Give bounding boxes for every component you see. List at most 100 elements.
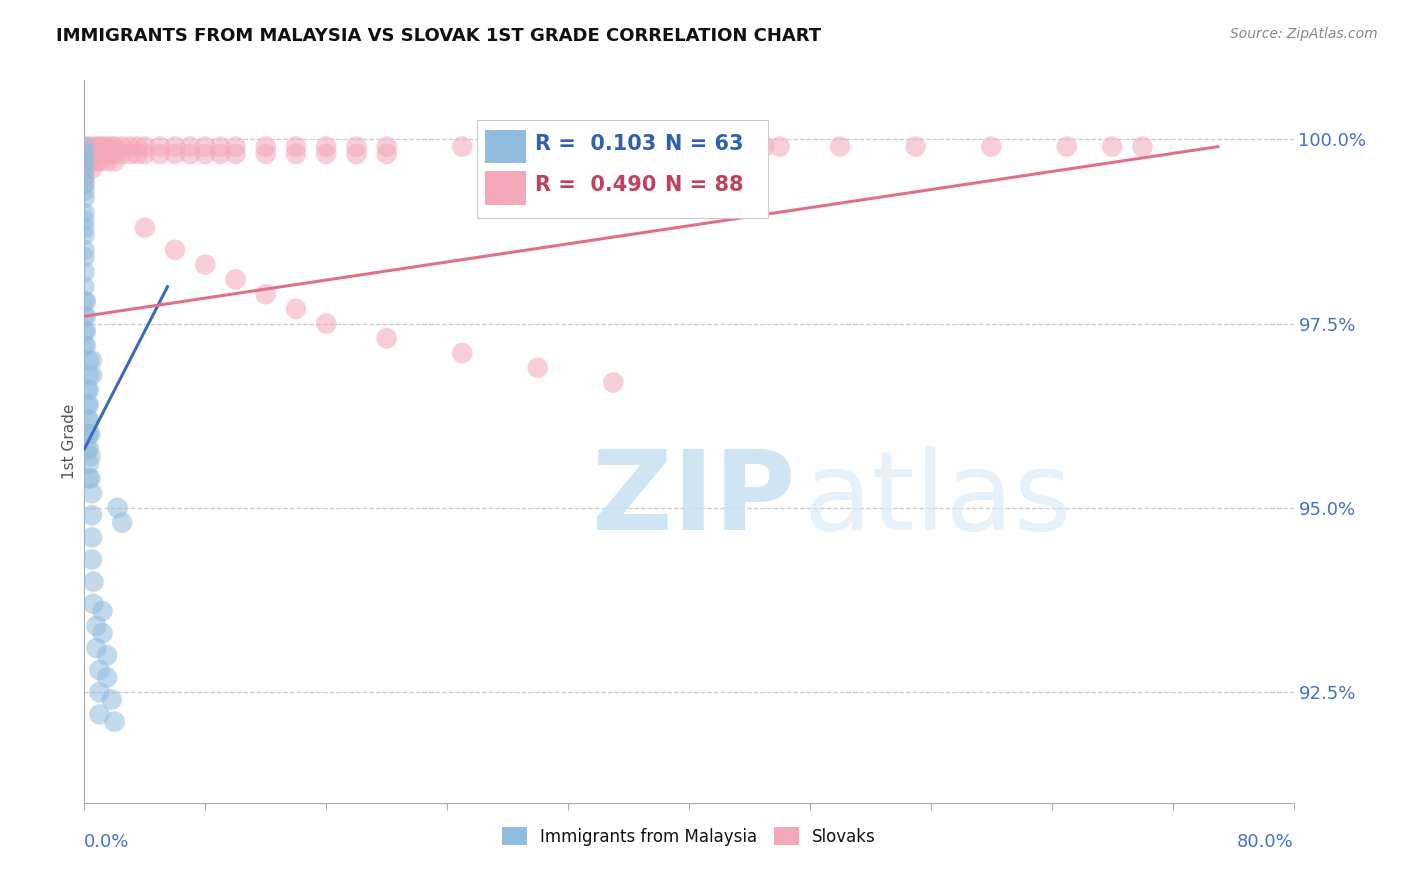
Point <box>96 648 118 663</box>
Point <box>77 471 100 485</box>
Point <box>91 604 114 618</box>
Point <box>149 139 172 153</box>
Point <box>77 442 100 456</box>
Point <box>77 147 100 161</box>
Point <box>89 685 111 699</box>
Point <box>75 309 97 323</box>
Point <box>77 383 100 397</box>
Point <box>602 376 624 390</box>
Point <box>769 139 792 153</box>
Text: N = 88: N = 88 <box>665 175 744 195</box>
Point <box>225 147 247 161</box>
Point <box>104 714 127 729</box>
Point <box>209 147 232 161</box>
Point <box>80 161 103 176</box>
Point <box>73 154 96 169</box>
Point <box>285 301 308 316</box>
Point <box>73 309 96 323</box>
Point <box>100 147 122 161</box>
Point <box>80 368 103 383</box>
Point <box>75 294 97 309</box>
Point <box>134 139 156 153</box>
Point <box>375 147 398 161</box>
Point <box>73 294 96 309</box>
Point <box>315 139 337 153</box>
Point <box>73 265 96 279</box>
Point <box>73 191 96 205</box>
Point <box>73 154 96 169</box>
Point <box>80 154 103 169</box>
Point <box>179 139 201 153</box>
Point <box>96 147 118 161</box>
Point <box>315 147 337 161</box>
Point <box>89 154 111 169</box>
Point <box>77 412 100 426</box>
Point <box>73 169 96 183</box>
Point <box>73 177 96 191</box>
Point <box>86 640 108 655</box>
Point <box>76 412 98 426</box>
Text: ZIP: ZIP <box>592 446 796 553</box>
Point <box>179 147 201 161</box>
Point <box>77 398 100 412</box>
Point <box>285 147 308 161</box>
Point <box>73 220 96 235</box>
Point <box>73 169 96 183</box>
Point <box>86 147 108 161</box>
Point <box>1130 139 1153 153</box>
Point <box>904 139 927 153</box>
Point <box>375 139 398 153</box>
Point <box>79 427 101 442</box>
Point <box>80 353 103 368</box>
Point <box>82 574 104 589</box>
Point <box>96 154 118 169</box>
FancyBboxPatch shape <box>485 130 526 163</box>
Point <box>73 139 96 153</box>
Point <box>73 339 96 353</box>
Point <box>75 339 97 353</box>
Point <box>100 692 122 706</box>
Point <box>77 427 100 442</box>
Point <box>91 147 114 161</box>
Point <box>96 139 118 153</box>
Point <box>1101 139 1123 153</box>
Point <box>118 139 141 153</box>
Point <box>79 471 101 485</box>
Text: N = 63: N = 63 <box>665 134 744 153</box>
Point <box>73 147 96 161</box>
Point <box>165 139 187 153</box>
Point <box>709 139 731 153</box>
Point <box>80 486 103 500</box>
Point <box>527 139 550 153</box>
Point <box>86 154 108 169</box>
Point <box>73 184 96 198</box>
Point <box>194 139 217 153</box>
Point <box>104 147 127 161</box>
Point <box>77 154 100 169</box>
Point <box>89 147 111 161</box>
Point <box>1056 139 1078 153</box>
Y-axis label: 1st Grade: 1st Grade <box>62 404 77 479</box>
Point <box>194 258 217 272</box>
Point <box>127 139 149 153</box>
Point <box>602 139 624 153</box>
Point <box>89 707 111 722</box>
Text: R =  0.490: R = 0.490 <box>536 175 657 195</box>
Point <box>73 177 96 191</box>
Point <box>111 139 134 153</box>
Point <box>77 368 100 383</box>
Point <box>149 147 172 161</box>
Point <box>738 139 761 153</box>
Point <box>315 317 337 331</box>
Point <box>91 139 114 153</box>
Point <box>73 147 96 161</box>
Point <box>209 139 232 153</box>
Point <box>107 500 129 515</box>
Point <box>678 139 700 153</box>
Point <box>285 139 308 153</box>
FancyBboxPatch shape <box>478 120 768 218</box>
Point <box>73 324 96 338</box>
Point <box>91 626 114 640</box>
Point <box>86 619 108 633</box>
Point <box>76 442 98 456</box>
